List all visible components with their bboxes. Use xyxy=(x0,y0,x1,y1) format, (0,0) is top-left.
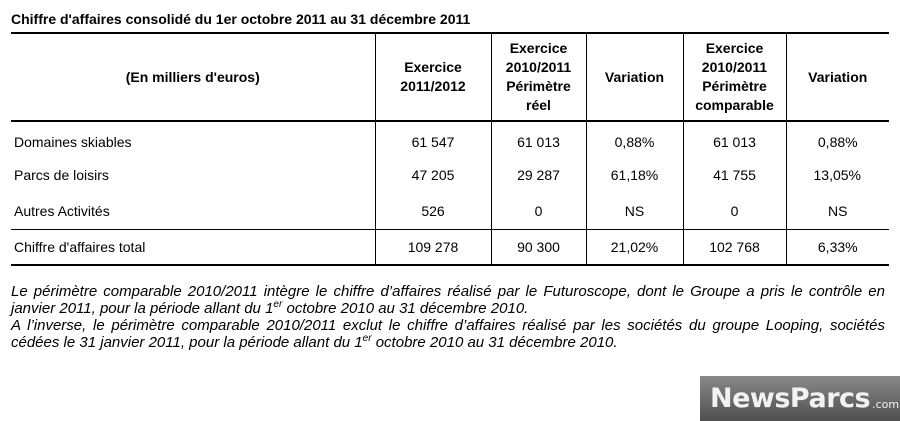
footnotes: Le périmètre comparable 2010/2011 intègr… xyxy=(11,283,885,351)
table-row: Parcs de loisirs 47 205 29 287 61,18% 41… xyxy=(11,157,889,193)
row-label: Chiffre d'affaires total xyxy=(11,228,375,266)
row-label: Domaines skiables xyxy=(14,133,132,150)
footnote-paragraph: Le périmètre comparable 2010/2011 intègr… xyxy=(11,283,885,317)
cell-exercice-2010-reel: 90 300 xyxy=(490,228,586,266)
table-row: Autres Activités 526 0 NS 0 NS xyxy=(11,193,889,229)
cell-variation-2: NS xyxy=(785,193,889,229)
cell-variation-1: 21,02% xyxy=(585,228,683,266)
cell-exercice-2010-reel: 29 287 xyxy=(490,157,586,193)
table-row: Domaines skiables 61 547 61 013 0,88% 61… xyxy=(11,121,889,157)
watermark-brand: NewsParcs xyxy=(710,383,871,414)
header-exercice-2010-2011-reel: Exercice 2010/2011 Périmètre réel xyxy=(490,32,586,122)
cell-exercice-2011: 47 205 xyxy=(374,157,491,193)
cell-exercice-2010-comparable: 0 xyxy=(682,193,786,229)
cell-exercice-2010-reel: 0 xyxy=(490,193,586,229)
table-header-row: (En milliers d'euros) Exercice 2011/2012… xyxy=(11,32,889,122)
row-label: Parcs de loisirs xyxy=(14,167,109,183)
cell-variation-2: 0,88% xyxy=(785,121,889,157)
header-exercice-2010-2011-comparable: Exercice 2010/2011 Périmètre comparable xyxy=(682,32,786,122)
cell-exercice-2011: 109 278 xyxy=(374,228,491,266)
newsparcs-watermark-logo: NewsParcs .com xyxy=(700,376,900,421)
watermark-suffix: .com xyxy=(872,398,900,411)
cell-variation-2: 13,05% xyxy=(785,157,889,193)
cell-variation-1: 61,18% xyxy=(585,157,683,193)
page-title: Chiffre d'affaires consolidé du 1er octo… xyxy=(11,11,471,27)
cell-exercice-2011: 526 xyxy=(374,193,491,229)
cell-exercice-2010-comparable: 61 013 xyxy=(682,121,786,157)
cell-exercice-2011: 61 547 xyxy=(374,121,491,157)
cell-exercice-2010-comparable: 41 755 xyxy=(682,157,786,193)
header-variation-1: Variation xyxy=(585,32,683,122)
cell-exercice-2010-reel: 61 013 xyxy=(490,121,586,157)
table-row-total: Chiffre d'affaires total 109 278 90 300 … xyxy=(11,228,889,266)
revenue-table: (En milliers d'euros) Exercice 2011/2012… xyxy=(11,32,889,266)
header-label: (En milliers d'euros) xyxy=(11,32,375,122)
cell-variation-1: NS xyxy=(585,193,683,229)
cell-exercice-2010-comparable: 102 768 xyxy=(682,228,786,266)
cell-variation-2: 6,33% xyxy=(785,228,889,266)
cell-variation-1: 0,88% xyxy=(585,121,683,157)
header-exercice-2011-2012: Exercice 2011/2012 xyxy=(374,32,491,122)
header-variation-2: Variation xyxy=(785,32,889,122)
footnote-paragraph: A l’inverse, le périmètre comparable 201… xyxy=(11,317,885,351)
row-label: Autres Activités xyxy=(14,202,110,219)
